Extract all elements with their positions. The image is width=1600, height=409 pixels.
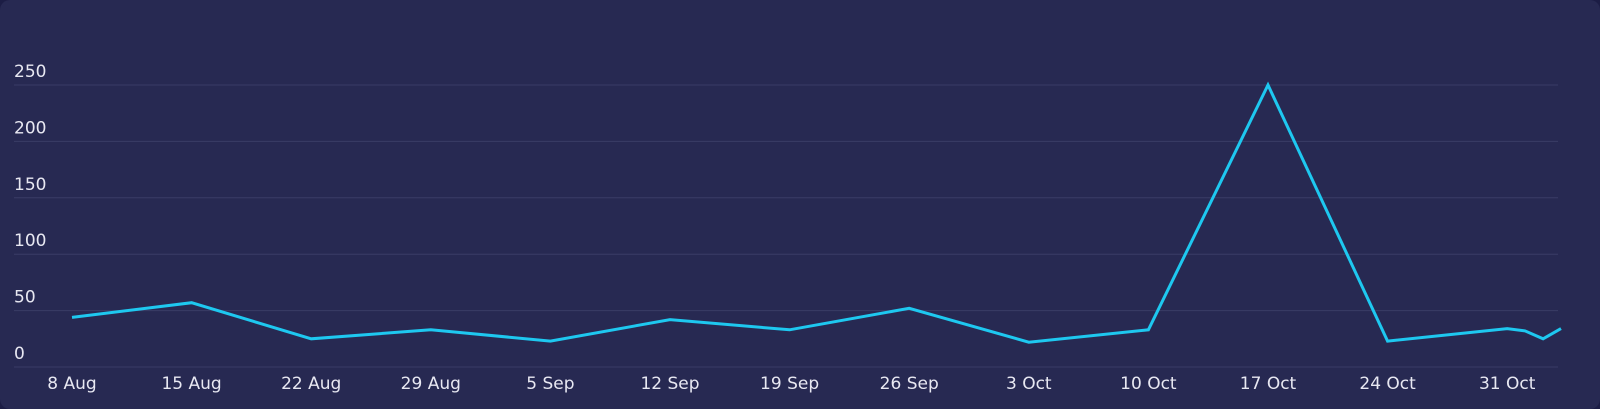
x-tick-label: 22 Aug — [281, 374, 341, 394]
x-tick-label: 24 Oct — [1359, 374, 1416, 394]
y-tick-label: 100 — [14, 231, 46, 251]
x-tick-label: 3 Oct — [1006, 374, 1052, 394]
x-axis: 8 Aug 15 Aug 22 Aug 29 Aug 5 Sep 12 Sep 19 Sep… — [47, 374, 1535, 394]
x-tick-label: 19 Sep — [760, 374, 819, 394]
x-tick-label: 26 Sep — [880, 374, 939, 394]
y-axis: 0 50 100 150 200 250 — [14, 62, 46, 364]
x-tick-label: 31 Oct — [1479, 374, 1536, 394]
y-tick-label: 0 — [14, 344, 25, 364]
y-tick-label: 200 — [14, 118, 46, 138]
y-tick-label: 150 — [14, 175, 46, 195]
x-tick-label: 5 Sep — [526, 374, 574, 394]
series-line — [71, 81, 1562, 344]
x-tick-label: 15 Aug — [161, 374, 221, 394]
y-tick-label: 250 — [14, 62, 46, 82]
x-tick-label: 10 Oct — [1120, 374, 1177, 394]
series-layer — [71, 81, 1562, 344]
x-tick-label: 8 Aug — [47, 374, 96, 394]
x-tick-label: 17 Oct — [1240, 374, 1297, 394]
x-tick-label: 12 Sep — [640, 374, 699, 394]
y-tick-label: 50 — [14, 288, 36, 308]
grid-lines — [14, 84, 1558, 368]
x-tick-label: 29 Aug — [401, 374, 461, 394]
